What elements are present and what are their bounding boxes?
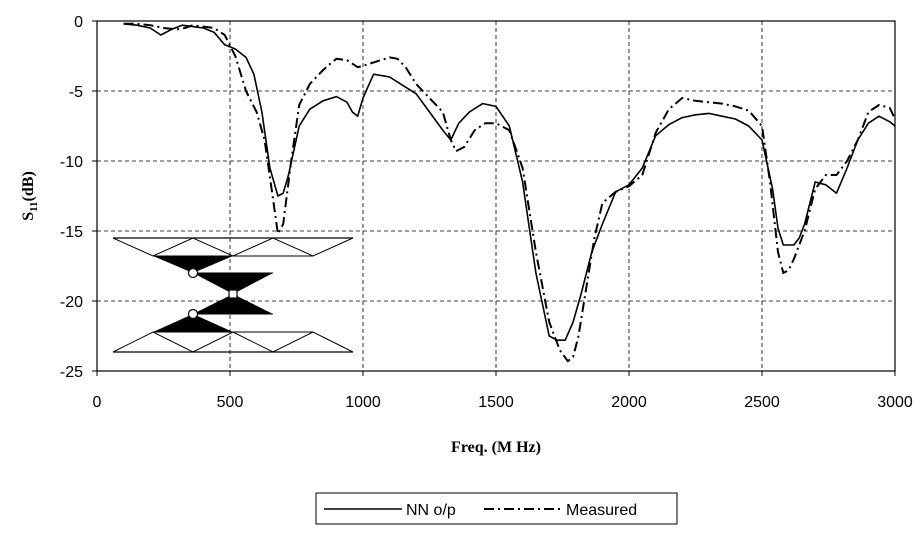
inset-patch bbox=[193, 273, 273, 294]
y-tick-label: 0 bbox=[74, 14, 83, 31]
legend-box bbox=[315, 492, 678, 525]
inset-feed-point bbox=[187, 308, 199, 320]
legend: NN o/p Measured bbox=[315, 492, 678, 525]
inset-patch bbox=[153, 314, 233, 332]
grid-lines bbox=[97, 21, 895, 371]
y-axis-label: S11(dB) bbox=[20, 171, 40, 221]
series-lines bbox=[123, 22, 896, 363]
x-tick-label: 1000 bbox=[345, 394, 381, 411]
y-tick-label: -5 bbox=[69, 84, 83, 101]
y-tick-labels: 0 -5 -10 -15 -20 -25 bbox=[60, 14, 97, 381]
legend-label-nn-op: NN o/p bbox=[406, 502, 456, 519]
inset-feed-point bbox=[187, 267, 199, 279]
y-axis-label-sub: 11 bbox=[28, 201, 40, 211]
inset-port bbox=[228, 289, 238, 299]
y-axis-label-main: S bbox=[20, 212, 37, 221]
y-tick-label: -20 bbox=[60, 294, 83, 311]
x-tick-label: 0 bbox=[93, 394, 102, 411]
y-tick-label: -25 bbox=[60, 364, 83, 381]
y-tick-label: -10 bbox=[60, 154, 83, 171]
inset-patch bbox=[193, 294, 273, 314]
x-axis-label: Freq. (M Hz) bbox=[451, 439, 541, 456]
series-line-nn-op bbox=[123, 23, 896, 342]
x-tick-label: 2500 bbox=[744, 394, 780, 411]
y-tick-label: -15 bbox=[60, 224, 83, 241]
series-line-measured bbox=[123, 22, 896, 363]
legend-label-measured: Measured bbox=[566, 502, 637, 519]
antenna-geometry-inset bbox=[112, 237, 354, 353]
x-tick-label: 2000 bbox=[611, 394, 647, 411]
x-tick-labels: 0 500 1000 1500 2000 2500 3000 bbox=[93, 371, 913, 411]
x-tick-label: 3000 bbox=[877, 394, 913, 411]
svg-text:S11(dB): S11(dB) bbox=[20, 171, 40, 221]
x-tick-label: 1500 bbox=[478, 394, 514, 411]
y-axis-label-unit: (dB) bbox=[20, 171, 37, 201]
inset-patch bbox=[153, 256, 233, 273]
x-tick-label: 500 bbox=[217, 394, 244, 411]
